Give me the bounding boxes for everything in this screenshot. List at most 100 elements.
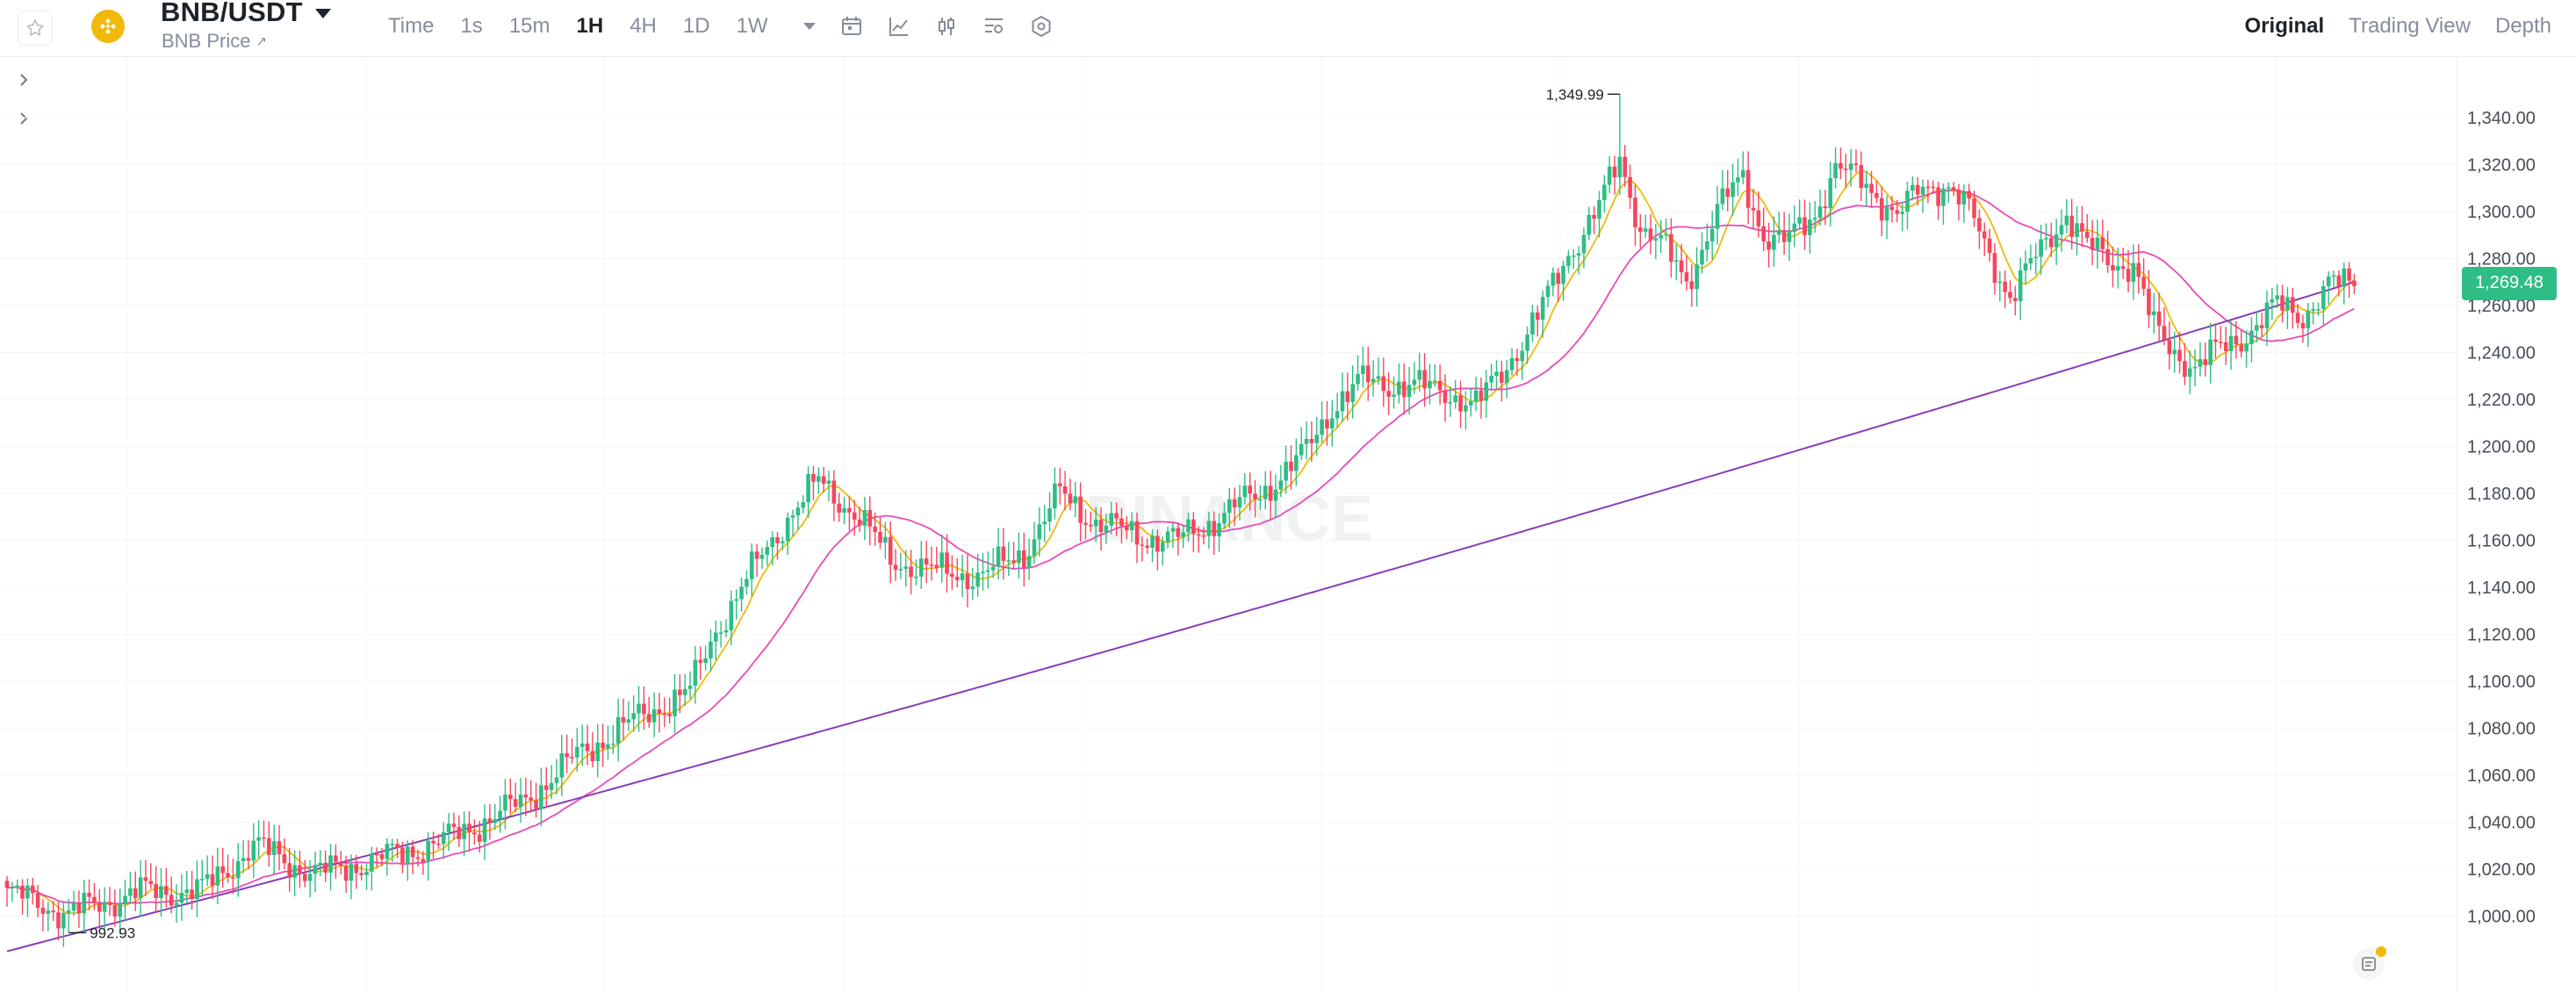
candle-down [277, 841, 282, 855]
candle-down [1838, 162, 1843, 169]
candle-up [1412, 379, 1417, 385]
candle-down [2336, 275, 2342, 287]
candle-down [1325, 419, 1329, 429]
candle-down [1078, 496, 1083, 523]
interval-15m[interactable]: 15m [508, 14, 550, 38]
candle-up [2316, 308, 2321, 311]
view-depth[interactable]: Depth [2494, 14, 2551, 38]
chevron-right-icon [20, 74, 28, 86]
interval-1s[interactable]: 1s [460, 14, 483, 38]
candle-up [1304, 438, 1309, 444]
candle-down [1802, 217, 1807, 235]
candle-down [210, 873, 215, 886]
y-tick-label: 1,240.00 [2467, 344, 2536, 363]
candle-up [1258, 499, 1263, 501]
candle-down [1381, 376, 1386, 392]
candle-up [626, 719, 631, 723]
candle-up [2044, 238, 2048, 240]
candle-up [1294, 455, 1299, 471]
candle-down [1751, 207, 1756, 211]
candle-down [1556, 272, 1560, 284]
candle-down [754, 551, 759, 559]
interval-time[interactable]: Time [388, 14, 435, 38]
interval-1d[interactable]: 1D [682, 14, 710, 38]
candle-up [159, 886, 163, 898]
candle-up [2018, 270, 2023, 301]
candle-down [1155, 536, 1160, 552]
candle-up [1905, 190, 1910, 212]
candle-up [1356, 374, 1360, 385]
candle-up [1530, 312, 1535, 335]
candle-up [1602, 184, 1607, 201]
candle-up [986, 570, 990, 572]
indicator-icon[interactable] [886, 13, 912, 40]
candle-up [123, 895, 127, 905]
candle-up [1186, 519, 1191, 533]
candle-down [1125, 525, 1129, 531]
candle-down [1191, 519, 1196, 535]
candle-up [328, 855, 333, 873]
candle-up [1551, 272, 1556, 286]
candle-down [2105, 248, 2110, 266]
candle-up [637, 703, 641, 714]
view-original[interactable]: Original [2244, 14, 2325, 38]
candle-up [15, 885, 19, 888]
candle-down [1114, 513, 1119, 519]
candle-up [1006, 560, 1011, 562]
candle-type-icon[interactable] [933, 13, 960, 40]
more-intervals-icon[interactable] [802, 23, 816, 30]
candle-up [1731, 182, 1735, 198]
candle-up [2172, 349, 2177, 355]
candle-up [1946, 187, 1951, 189]
candle-up [2249, 330, 2254, 344]
high-marker-label: 1,349.99 [1546, 86, 1604, 103]
candle-up [385, 844, 390, 859]
candle-down [1972, 198, 1976, 219]
candle-down [246, 858, 251, 861]
candle-up [1700, 249, 1704, 265]
candle-up [842, 507, 846, 514]
candle-down [395, 844, 399, 848]
candle-down [1083, 522, 1088, 525]
candle-down [1022, 550, 1026, 568]
interval-4h[interactable]: 4H [630, 14, 657, 38]
candle-down [965, 573, 970, 590]
candle-up [1833, 162, 1838, 178]
candle-up [1643, 228, 1648, 232]
candle-up [739, 586, 744, 600]
price-chart[interactable]: BINANCE 1,340.001,320.001,300.001,280.00… [0, 57, 2576, 992]
candle-up [518, 794, 523, 808]
calendar-icon[interactable] [838, 13, 865, 40]
candle-up [790, 515, 795, 518]
interval-1w[interactable]: 1W [736, 14, 768, 38]
candle-up [2152, 311, 2156, 315]
candle-down [909, 566, 913, 578]
candle-up [1828, 177, 1833, 209]
candle-up [2331, 275, 2336, 277]
candle-down [2049, 238, 2054, 248]
interval-1h[interactable]: 1H [576, 14, 604, 38]
candle-up [549, 783, 554, 790]
hexagon-settings-icon[interactable] [1028, 13, 1054, 40]
candle-up [990, 566, 996, 571]
candle-down [2156, 311, 2162, 327]
pair-selector[interactable]: BNB/USDT [161, 0, 331, 28]
candle-up [1073, 496, 1078, 504]
candle-up [1448, 402, 1453, 404]
candle-down [2136, 262, 2141, 277]
candle-down [1936, 187, 1940, 206]
candle-up [1808, 219, 1812, 235]
candle-down [698, 659, 703, 664]
candle-up [1217, 523, 1221, 536]
candle-down [867, 510, 873, 527]
view-trading-view[interactable]: Trading View [2349, 14, 2471, 38]
news-button[interactable] [2353, 946, 2386, 980]
expand-indicators-button[interactable] [12, 68, 35, 91]
expand-legend-button[interactable] [12, 107, 35, 130]
settings-list-icon[interactable] [981, 13, 1007, 40]
candle-down [1874, 192, 1879, 198]
favorite-button[interactable] [18, 11, 53, 46]
price-page-link[interactable]: BNB Price ↗ [162, 30, 267, 53]
candle-down [2167, 340, 2172, 355]
candle-down [231, 877, 235, 879]
